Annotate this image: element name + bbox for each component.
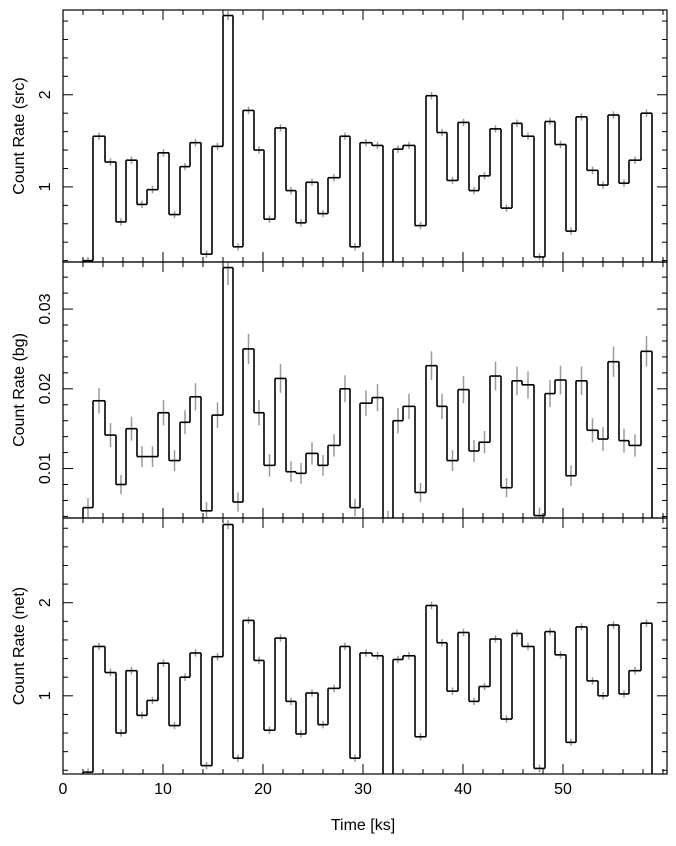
x-tick-label: 30: [354, 781, 372, 798]
y-tick-label: 2: [37, 598, 54, 607]
y-tick-label: 0.03: [37, 293, 54, 324]
y-axis-label: Count Rate (bg): [11, 333, 28, 447]
y-tick-label: 1: [37, 182, 54, 191]
y-tick-label: 2: [37, 90, 54, 99]
panel: [82, 519, 653, 774]
x-tick-label: 10: [154, 781, 172, 798]
plot-frame: [62, 517, 668, 775]
x-tick-label: 50: [554, 781, 572, 798]
y-tick-label: 0.01: [37, 453, 54, 484]
y-axis-label: Count Rate (net): [11, 587, 28, 705]
y-tick-label: 0.02: [37, 373, 54, 404]
x-axis-label: Time [ks]: [331, 817, 395, 834]
y-tick-label: 1: [37, 691, 54, 700]
y-axis-label: Count Rate (src): [11, 77, 28, 194]
x-tick-label: 0: [59, 781, 68, 798]
x-tick-label: 40: [454, 781, 472, 798]
x-tick-label: 20: [254, 781, 272, 798]
panel: [82, 262, 653, 518]
panel: [82, 10, 653, 262]
